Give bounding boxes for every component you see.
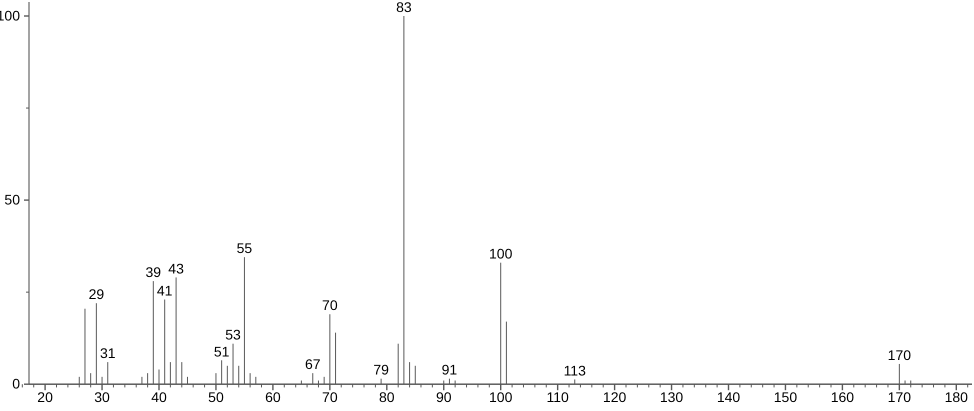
svg-text:83: 83 [396,0,412,15]
svg-text:130: 130 [660,389,684,405]
svg-text:51: 51 [214,343,230,359]
svg-text:91: 91 [442,362,458,378]
svg-text:70: 70 [322,389,338,405]
svg-text:0: 0 [12,376,20,392]
svg-text:31: 31 [100,345,116,361]
svg-text:40: 40 [151,389,167,405]
svg-text:29: 29 [89,286,105,302]
svg-text:55: 55 [237,240,253,256]
svg-text:41: 41 [157,283,173,299]
svg-text:170: 170 [888,389,912,405]
svg-text:120: 120 [603,389,627,405]
svg-text:100: 100 [489,389,513,405]
svg-text:30: 30 [94,389,110,405]
svg-text:100: 100 [489,246,513,262]
svg-text:43: 43 [168,260,184,276]
svg-text:20: 20 [37,389,53,405]
svg-text:180: 180 [945,389,969,405]
svg-text:170: 170 [888,347,912,363]
svg-text:90: 90 [436,389,452,405]
svg-text:50: 50 [4,192,20,208]
svg-text:110: 110 [546,389,569,405]
svg-text:80: 80 [379,389,395,405]
svg-text:113: 113 [564,362,587,378]
svg-text:160: 160 [831,389,855,405]
svg-text:70: 70 [322,297,338,313]
svg-text:60: 60 [265,389,281,405]
svg-text:39: 39 [146,264,162,280]
svg-text:53: 53 [225,327,241,343]
svg-text:67: 67 [305,356,321,372]
svg-text:100: 100 [0,8,20,24]
svg-text:150: 150 [774,389,798,405]
svg-text:140: 140 [717,389,741,405]
svg-text:50: 50 [208,389,224,405]
svg-text:79: 79 [373,362,389,378]
